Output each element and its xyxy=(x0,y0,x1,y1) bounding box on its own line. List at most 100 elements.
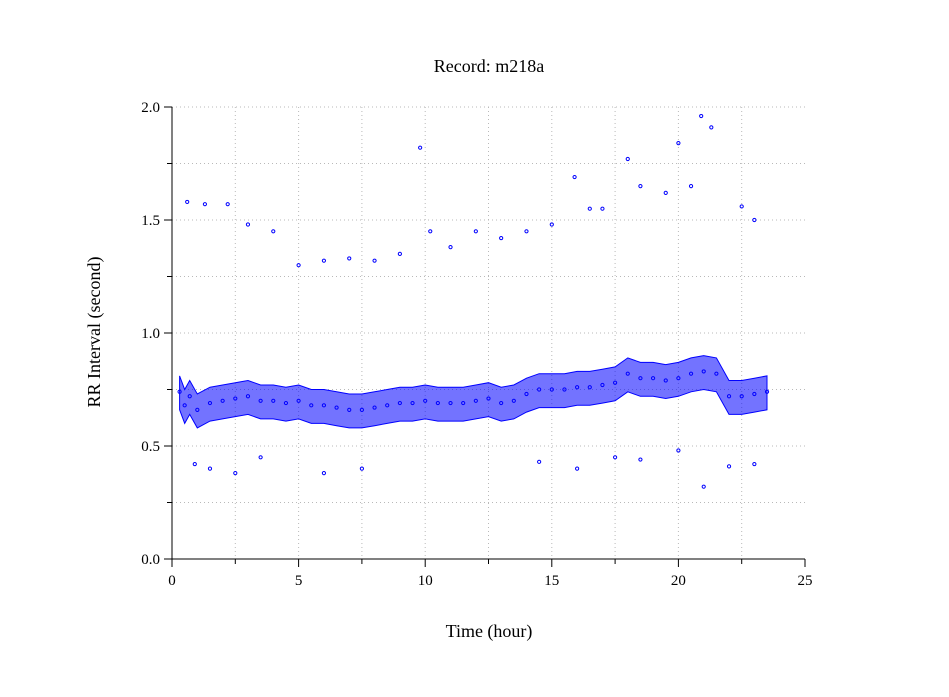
data-point xyxy=(613,455,618,460)
data-point xyxy=(486,396,491,401)
data-point xyxy=(701,484,706,489)
data-point xyxy=(233,471,238,476)
chart-title: Record: m218a xyxy=(434,56,544,76)
data-point xyxy=(739,394,744,399)
data-point xyxy=(752,391,757,397)
data-point xyxy=(676,376,681,381)
y-tick-label: 1.0 xyxy=(141,326,160,342)
data-point xyxy=(587,385,592,390)
data-point xyxy=(600,206,605,211)
data-point xyxy=(638,457,643,462)
data-point xyxy=(220,398,225,403)
data-point xyxy=(397,400,402,406)
tick-labels: 0 5 10 15 20 25 0.0 0.5 1.0 1.5 2.0 xyxy=(141,100,812,589)
data-point xyxy=(663,378,668,383)
data-point xyxy=(207,400,213,406)
data-point xyxy=(258,398,263,403)
data-point xyxy=(537,387,542,392)
data-point xyxy=(676,141,681,146)
data-point xyxy=(499,235,504,241)
data-point xyxy=(372,258,377,263)
data-point xyxy=(296,263,301,268)
data-point xyxy=(524,229,529,234)
data-point xyxy=(752,461,757,467)
data-point xyxy=(271,229,276,234)
data-point xyxy=(549,387,554,392)
y-tick-label: 0.0 xyxy=(141,552,160,568)
data-point xyxy=(397,251,402,256)
data-point xyxy=(752,217,757,223)
data-point xyxy=(638,376,643,381)
data-point xyxy=(499,400,504,406)
data-point xyxy=(271,398,276,403)
data-point xyxy=(562,387,567,392)
data-point xyxy=(347,256,352,261)
data-point xyxy=(572,174,577,180)
data-point xyxy=(625,371,630,376)
data-point xyxy=(372,405,377,410)
data-point xyxy=(511,398,516,403)
data-point xyxy=(385,403,390,408)
data-point xyxy=(195,407,200,412)
data-point xyxy=(587,206,592,211)
x-axis-label: Time (hour) xyxy=(446,621,533,642)
data-point xyxy=(764,389,770,394)
data-point xyxy=(428,229,433,234)
grid xyxy=(172,106,805,559)
data-point xyxy=(245,394,251,399)
data-point xyxy=(575,385,580,390)
data-point xyxy=(676,448,681,453)
data-point xyxy=(258,455,263,460)
data-point xyxy=(524,391,529,397)
data-point xyxy=(638,184,643,189)
data-point xyxy=(625,156,630,162)
data-point xyxy=(650,376,656,381)
data-point xyxy=(359,466,364,471)
y-tick-label: 0.5 xyxy=(141,439,160,455)
data-point xyxy=(663,190,668,195)
data-point xyxy=(225,202,230,207)
data-point xyxy=(187,394,192,399)
data-point xyxy=(613,380,618,385)
data-point xyxy=(359,407,364,412)
data-point xyxy=(461,400,466,406)
data-point xyxy=(714,371,719,376)
x-tick-label: 15 xyxy=(544,573,559,589)
data-point xyxy=(182,403,187,408)
data-point xyxy=(321,471,327,476)
data-point xyxy=(207,466,213,471)
data-point xyxy=(699,113,704,119)
data-point xyxy=(473,229,478,234)
data-point xyxy=(418,145,423,150)
data-point xyxy=(726,394,732,399)
data-point xyxy=(448,400,453,406)
data-point xyxy=(549,222,554,227)
data-point xyxy=(688,184,694,189)
data-point xyxy=(473,398,478,403)
data-point xyxy=(321,258,327,263)
data-point xyxy=(321,403,327,408)
data-point xyxy=(410,400,415,406)
data-point xyxy=(283,400,289,406)
data-point xyxy=(233,396,238,401)
data-point xyxy=(701,369,706,374)
x-tick-label: 5 xyxy=(295,573,303,589)
data-point xyxy=(537,459,542,464)
data-point xyxy=(600,382,605,388)
data-point xyxy=(435,400,440,406)
data-point xyxy=(245,222,251,227)
data-point xyxy=(347,407,352,412)
x-tick-label: 25 xyxy=(798,573,813,589)
data-point xyxy=(185,199,190,205)
data-point xyxy=(192,461,197,467)
data-point xyxy=(739,204,744,209)
axes xyxy=(164,106,806,567)
x-tick-label: 0 xyxy=(168,573,176,589)
data-point xyxy=(202,202,208,207)
data-points xyxy=(177,113,770,489)
data-point xyxy=(334,405,339,410)
y-tick-label: 2.0 xyxy=(141,100,160,116)
data-point xyxy=(177,389,182,394)
data-band xyxy=(179,355,768,429)
